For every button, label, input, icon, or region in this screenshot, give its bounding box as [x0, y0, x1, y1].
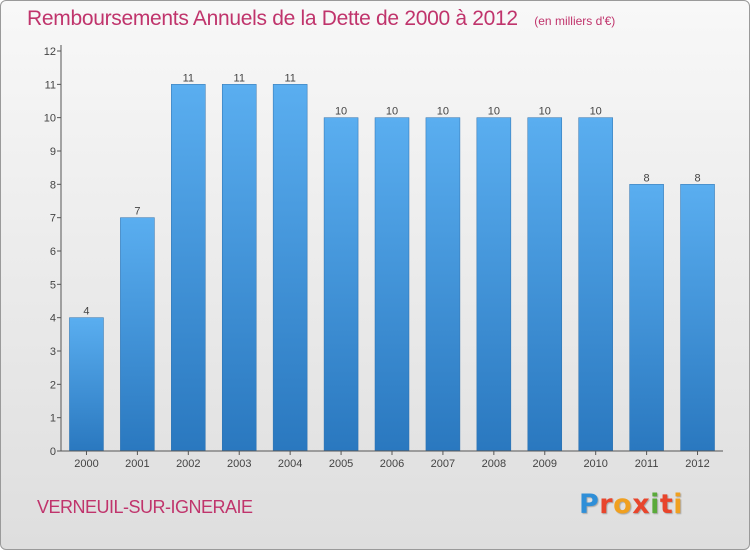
logo-letter: i [673, 489, 684, 520]
logo-letter: x [632, 489, 651, 520]
bar [578, 117, 613, 452]
y-tick-label: 0 [50, 446, 56, 458]
data-label: 8 [694, 172, 700, 184]
bar [221, 84, 257, 452]
bar [629, 184, 664, 452]
data-label: 8 [644, 172, 650, 184]
x-tick-label: 2002 [176, 458, 200, 470]
y-tick-label: 8 [50, 179, 56, 191]
x-tick-label: 2001 [125, 458, 149, 470]
y-tick-label: 6 [50, 246, 56, 258]
x-tick-label: 2011 [635, 458, 659, 470]
commune-name: VERNEUIL-SUR-IGNERAIE [37, 497, 253, 517]
bar [425, 117, 461, 452]
proxiti-logo[interactable]: Proxiti [579, 489, 683, 520]
y-tick-label: 7 [50, 213, 56, 225]
y-tick-label: 9 [50, 146, 56, 158]
y-tick-label: 2 [50, 379, 56, 391]
chart-title: Remboursements Annuels de la Dette de 20… [27, 7, 518, 30]
data-label: 11 [183, 72, 194, 84]
logo-letter: P [579, 489, 600, 520]
bars-layer: 4 7 11 11 11 10 10 10 10 10 10 8 8 [69, 72, 715, 452]
title-row: Remboursements Annuels de la Dette de 20… [27, 7, 615, 31]
data-label: 10 [590, 106, 602, 118]
y-tick-label: 12 [44, 46, 56, 58]
x-tick-label: 2003 [227, 458, 251, 470]
chart-unit: (en milliers d'€) [534, 14, 616, 28]
data-label: 11 [284, 72, 295, 84]
bar [323, 117, 359, 452]
bar [272, 84, 308, 452]
data-label: 10 [488, 106, 500, 118]
data-label: 7 [134, 206, 140, 218]
x-tick-label: 2012 [685, 458, 709, 470]
logo-letter: r [599, 489, 614, 520]
y-tick-label: 11 [45, 79, 56, 91]
x-tick-label: 2010 [583, 458, 607, 470]
y-tick-label: 3 [50, 346, 56, 358]
data-label: 10 [335, 106, 347, 118]
x-tick-label: 2004 [278, 458, 302, 470]
bar [680, 184, 715, 452]
x-tick-label: 2009 [533, 458, 557, 470]
data-label: 10 [386, 106, 398, 118]
bar [171, 84, 206, 452]
data-label: 11 [234, 72, 245, 84]
data-label: 10 [437, 106, 449, 118]
data-label: 10 [539, 106, 551, 118]
logo-letter: o [613, 489, 633, 520]
logo-letter: t [659, 489, 674, 520]
bar [476, 117, 512, 452]
y-tick-label: 10 [44, 113, 56, 125]
bar [374, 117, 410, 452]
data-label: 4 [83, 306, 89, 318]
y-tick-label: 1 [50, 413, 56, 425]
y-tick-label: 4 [50, 313, 56, 325]
logo-letter: i [650, 489, 660, 520]
x-tick-label: 2006 [380, 458, 404, 470]
bar [527, 117, 563, 452]
x-tick-label: 2007 [431, 458, 455, 470]
bar [120, 217, 155, 452]
y-tick-label: 5 [50, 279, 56, 291]
x-tick-label: 2000 [74, 458, 98, 470]
x-tick-label: 2008 [482, 458, 506, 470]
bar [69, 317, 104, 452]
x-tick-label: 2005 [329, 458, 353, 470]
